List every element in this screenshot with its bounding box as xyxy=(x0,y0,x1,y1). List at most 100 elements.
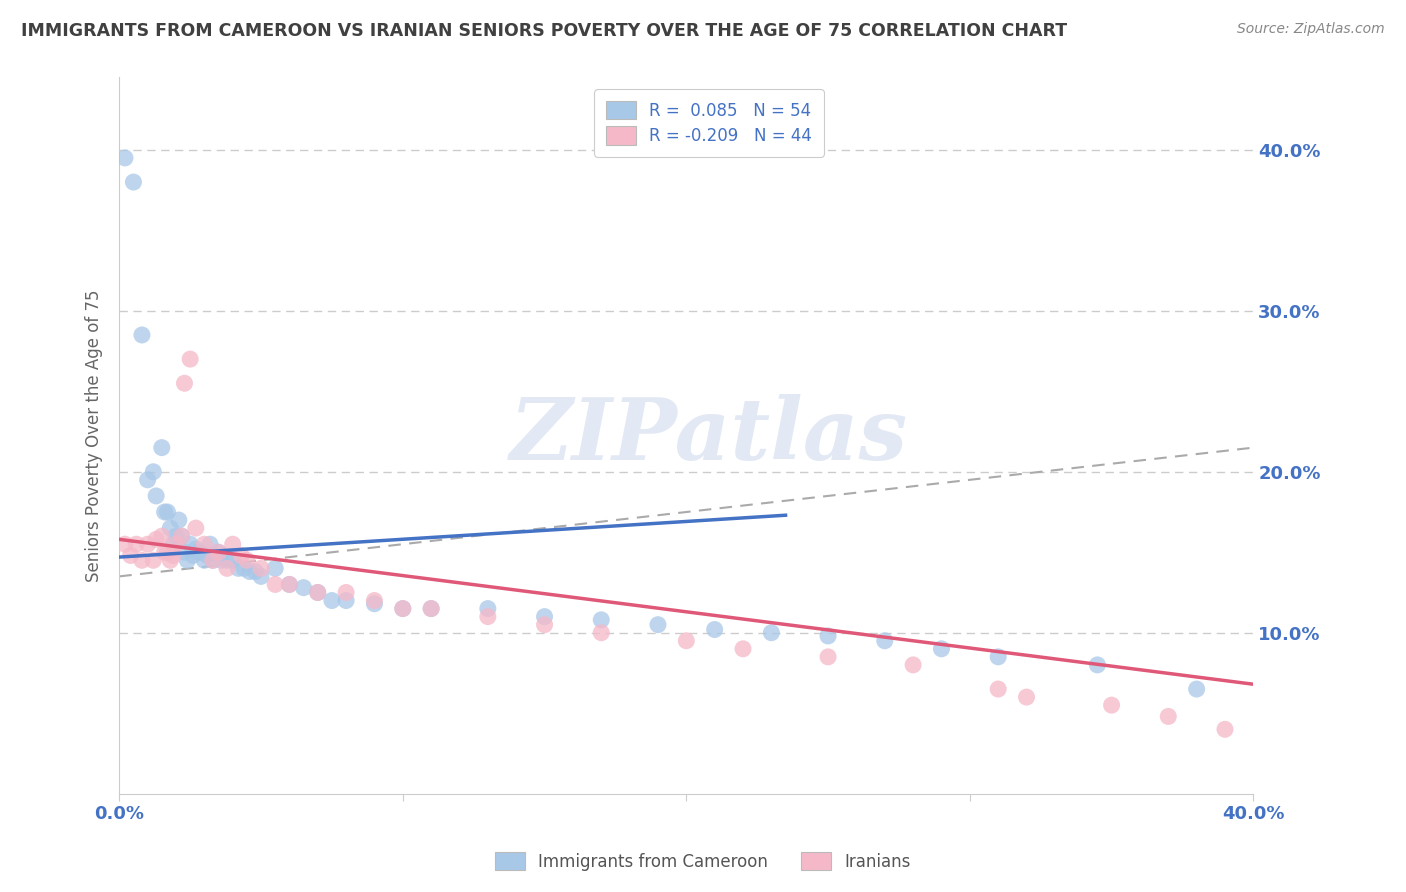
Point xyxy=(153,505,176,519)
Point xyxy=(731,641,754,656)
Point xyxy=(131,553,153,567)
Point xyxy=(761,625,783,640)
Point xyxy=(162,549,184,563)
Point xyxy=(167,513,190,527)
Point xyxy=(321,593,343,607)
Point xyxy=(165,537,187,551)
Point xyxy=(165,529,187,543)
Point xyxy=(335,585,357,599)
Point xyxy=(150,441,173,455)
Point xyxy=(477,609,499,624)
Point xyxy=(533,617,555,632)
Point xyxy=(335,593,357,607)
Point xyxy=(173,376,195,391)
Point xyxy=(156,545,179,559)
Point xyxy=(363,597,385,611)
Point xyxy=(931,641,953,656)
Point xyxy=(184,521,207,535)
Point xyxy=(250,561,273,575)
Point xyxy=(195,549,218,563)
Point xyxy=(1101,698,1123,713)
Point xyxy=(173,545,195,559)
Point xyxy=(114,151,136,165)
Point xyxy=(1015,690,1038,705)
Point xyxy=(142,465,165,479)
Point xyxy=(170,529,193,543)
Point xyxy=(591,625,613,640)
Point xyxy=(477,601,499,615)
Point xyxy=(145,489,167,503)
Point xyxy=(142,553,165,567)
Point xyxy=(207,545,229,559)
Point xyxy=(184,542,207,557)
Point xyxy=(145,533,167,547)
Point xyxy=(591,613,613,627)
Point xyxy=(122,175,145,189)
Point xyxy=(201,553,224,567)
Point xyxy=(231,549,253,563)
Point xyxy=(391,601,413,615)
Point xyxy=(987,681,1010,696)
Point xyxy=(181,549,204,563)
Legend: Immigrants from Cameroon, Iranians: Immigrants from Cameroon, Iranians xyxy=(486,844,920,880)
Point xyxy=(363,593,385,607)
Point xyxy=(239,565,262,579)
Point xyxy=(901,657,924,672)
Point xyxy=(1185,681,1208,696)
Point xyxy=(533,609,555,624)
Point xyxy=(228,561,250,575)
Point xyxy=(233,561,256,575)
Point xyxy=(159,553,181,567)
Point xyxy=(170,529,193,543)
Point xyxy=(201,553,224,567)
Point xyxy=(817,629,839,643)
Point xyxy=(221,553,243,567)
Point xyxy=(307,585,329,599)
Point xyxy=(120,549,142,563)
Point xyxy=(817,649,839,664)
Text: Source: ZipAtlas.com: Source: ZipAtlas.com xyxy=(1237,22,1385,37)
Point xyxy=(221,537,243,551)
Point xyxy=(264,577,287,591)
Point xyxy=(159,521,181,535)
Y-axis label: Seniors Poverty Over the Age of 75: Seniors Poverty Over the Age of 75 xyxy=(86,289,103,582)
Point xyxy=(207,545,229,559)
Point xyxy=(179,352,201,367)
Point xyxy=(420,601,443,615)
Point xyxy=(209,553,232,567)
Point xyxy=(193,537,215,551)
Point xyxy=(176,553,198,567)
Point xyxy=(1213,723,1236,737)
Point xyxy=(215,553,238,567)
Point xyxy=(420,601,443,615)
Point xyxy=(153,545,176,559)
Point xyxy=(156,505,179,519)
Point xyxy=(136,473,159,487)
Point xyxy=(703,623,725,637)
Point xyxy=(250,569,273,583)
Text: IMMIGRANTS FROM CAMEROON VS IRANIAN SENIORS POVERTY OVER THE AGE OF 75 CORRELATI: IMMIGRANTS FROM CAMEROON VS IRANIAN SENI… xyxy=(21,22,1067,40)
Point xyxy=(136,537,159,551)
Point xyxy=(873,633,896,648)
Point xyxy=(150,529,173,543)
Point xyxy=(278,577,301,591)
Point xyxy=(987,649,1010,664)
Point xyxy=(236,553,259,567)
Point xyxy=(215,561,238,575)
Point xyxy=(647,617,669,632)
Point xyxy=(1087,657,1109,672)
Point xyxy=(187,545,209,559)
Point xyxy=(292,581,315,595)
Legend: R =  0.085   N = 54, R = -0.209   N = 44: R = 0.085 N = 54, R = -0.209 N = 44 xyxy=(595,89,824,157)
Point xyxy=(114,537,136,551)
Point xyxy=(245,565,267,579)
Point xyxy=(264,561,287,575)
Point xyxy=(193,553,215,567)
Point xyxy=(162,537,184,551)
Text: ZIPatlas: ZIPatlas xyxy=(510,393,908,477)
Point xyxy=(1157,709,1180,723)
Point xyxy=(675,633,697,648)
Point xyxy=(391,601,413,615)
Point xyxy=(179,537,201,551)
Point xyxy=(198,537,221,551)
